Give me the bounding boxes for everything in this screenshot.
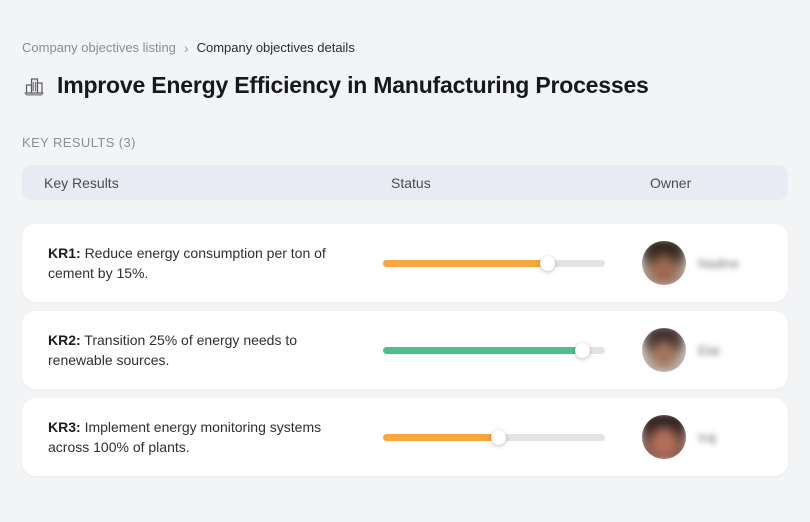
owner-avatar — [642, 415, 686, 459]
progress-slider[interactable] — [383, 342, 605, 358]
breadcrumb-item-details: Company objectives details — [196, 40, 355, 55]
progress-fill — [383, 433, 499, 441]
chevron-right-icon: › — [183, 39, 189, 56]
progress-slider[interactable] — [383, 255, 605, 271]
owner-name: Nadine — [698, 255, 740, 271]
kr-label: KR3: — [48, 418, 81, 435]
breadcrumb-item-listing[interactable]: Company objectives listing — [22, 40, 176, 55]
title-row: Improve Energy Efficiency in Manufacturi… — [22, 72, 788, 99]
column-header-status: Status — [391, 174, 431, 191]
kr-text-cell: KR3: Implement energy monitoring systems… — [22, 417, 383, 458]
table-header: Key Results Status Owner — [22, 165, 788, 200]
column-header-owner: Owner — [650, 174, 692, 191]
column-header-key-results: Key Results — [44, 174, 119, 191]
kr-label: KR2: — [48, 331, 81, 348]
breadcrumb: Company objectives listing › Company obj… — [22, 40, 788, 55]
kr-owner-cell: Elai — [642, 328, 788, 372]
table-row-kr2[interactable]: KR2: Transition 25% of energy needs to r… — [22, 311, 788, 389]
table-row-kr1[interactable]: KR1: Reduce energy consumption per ton o… — [22, 224, 788, 302]
progress-fill — [383, 346, 583, 354]
progress-fill — [383, 259, 548, 267]
kr-status-cell — [383, 429, 642, 445]
table-row-kr3[interactable]: KR3: Implement energy monitoring systems… — [22, 398, 788, 476]
kr-description: Transition 25% of energy needs to renewa… — [48, 331, 298, 368]
kr-text-cell: KR2: Transition 25% of energy needs to r… — [22, 330, 383, 371]
objective-details-page: Company objectives listing › Company obj… — [0, 40, 810, 476]
kr-text-cell: KR1: Reduce energy consumption per ton o… — [22, 243, 383, 284]
page-title: Improve Energy Efficiency in Manufacturi… — [57, 72, 649, 98]
owner-avatar — [642, 241, 686, 285]
progress-knob[interactable] — [490, 429, 506, 445]
owner-name: Elai — [698, 342, 720, 358]
progress-knob[interactable] — [575, 342, 591, 358]
key-results-list: KR1: Reduce energy consumption per ton o… — [22, 224, 788, 476]
kr-label: KR1: — [48, 244, 81, 261]
owner-name: Iraj — [698, 429, 717, 445]
kr-status-cell — [383, 342, 642, 358]
kr-owner-cell: Iraj — [642, 415, 788, 459]
key-results-section-label: KEY RESULTS (3) — [22, 135, 136, 150]
kr-description: Implement energy monitoring systems acro… — [48, 418, 322, 455]
progress-knob[interactable] — [539, 255, 555, 271]
buildings-icon — [22, 74, 46, 98]
progress-slider[interactable] — [383, 429, 605, 445]
kr-description: Reduce energy consumption per ton of cem… — [48, 244, 326, 281]
kr-status-cell — [383, 255, 642, 271]
owner-avatar — [642, 328, 686, 372]
kr-owner-cell: Nadine — [642, 241, 788, 285]
